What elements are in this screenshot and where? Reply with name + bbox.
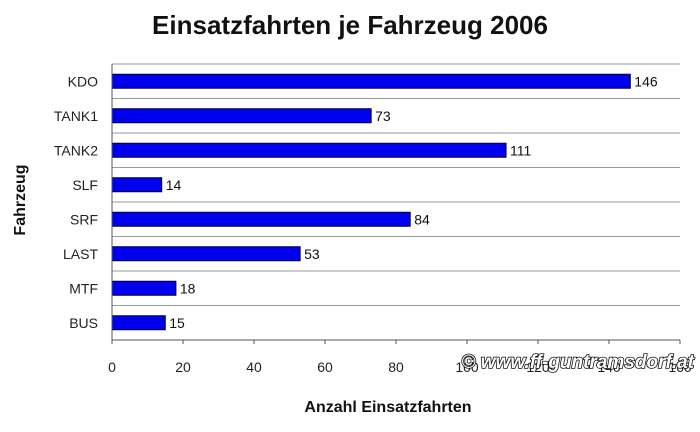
chart-title: Einsatzfahrten je Fahrzeug 2006 bbox=[152, 10, 548, 40]
watermark: © www.ff-guntramsdorf.at bbox=[462, 352, 695, 373]
category-label: BUS bbox=[69, 315, 98, 331]
x-tick-label: 120 bbox=[526, 359, 550, 375]
bar-kdo bbox=[111, 73, 631, 89]
x-tick-label: 100 bbox=[455, 359, 479, 375]
value-label: 18 bbox=[180, 280, 196, 296]
category-label: KDO bbox=[68, 73, 98, 89]
grid-lines bbox=[112, 63, 680, 341]
category-label: TANK1 bbox=[54, 108, 98, 124]
bar-bus bbox=[111, 315, 166, 331]
x-tick-label: 40 bbox=[246, 359, 262, 375]
x-tick-label: 80 bbox=[388, 359, 404, 375]
value-label: 146 bbox=[634, 73, 658, 89]
category-labels: KDO TANK1 TANK2 SLF SRF LAST MTF BUS bbox=[54, 73, 99, 331]
x-tick-label: 20 bbox=[175, 359, 191, 375]
value-label: 14 bbox=[166, 177, 182, 193]
value-labels: 146 73 111 14 84 53 18 15 bbox=[166, 73, 658, 331]
bar-tank1 bbox=[111, 108, 372, 124]
category-label: LAST bbox=[63, 246, 98, 262]
category-label: SRF bbox=[70, 211, 98, 227]
bar-tank2 bbox=[111, 142, 507, 158]
value-label: 84 bbox=[414, 211, 430, 227]
bar-slf bbox=[111, 177, 163, 193]
value-label: 15 bbox=[169, 315, 185, 331]
bar-mtf bbox=[111, 280, 177, 296]
value-label: 111 bbox=[510, 142, 531, 158]
value-label: 53 bbox=[304, 246, 320, 262]
category-label: SLF bbox=[72, 177, 98, 193]
x-tick-label: 0 bbox=[108, 359, 116, 375]
x-tick-label: 60 bbox=[317, 359, 333, 375]
y-axis-title: Fahrzeug bbox=[12, 164, 29, 235]
x-tick-label: 140 bbox=[597, 359, 621, 375]
category-label: MTF bbox=[69, 280, 98, 296]
value-label: 73 bbox=[375, 108, 391, 124]
x-axis-title: Anzahl Einsatzfahrten bbox=[304, 399, 471, 416]
bar-last bbox=[111, 246, 301, 262]
bar-srf bbox=[111, 211, 411, 227]
x-tick-label: 160 bbox=[668, 359, 692, 375]
category-label: TANK2 bbox=[54, 142, 98, 158]
x-tick-labels: 0 20 40 60 80 100 120 140 160 bbox=[108, 340, 692, 375]
